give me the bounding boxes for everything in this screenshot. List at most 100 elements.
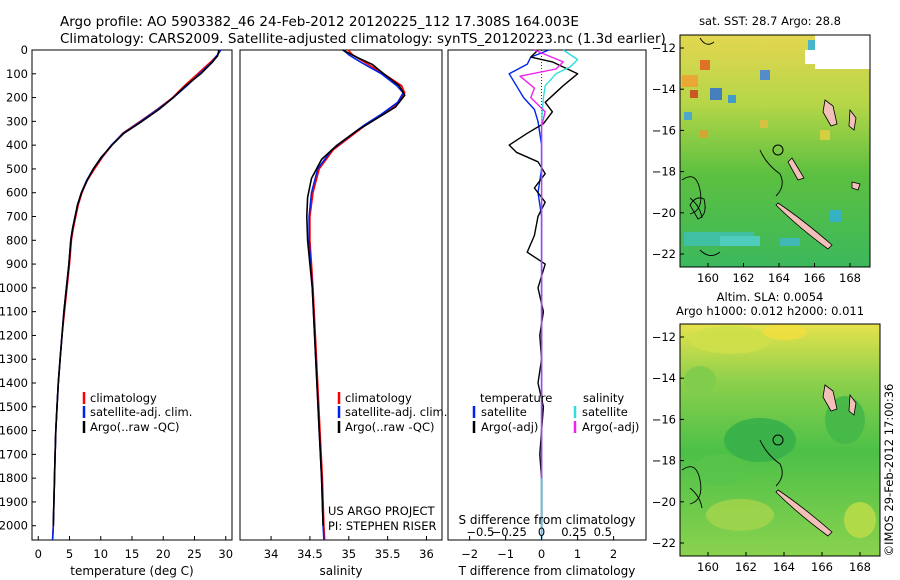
sla-map: Altim. SLA: 0.0054 Argo h1000: 0.012 h20… (652, 290, 881, 574)
depth-tick-label: 1300 (0, 352, 28, 366)
difference-panel-frame (447, 49, 647, 541)
legend-label-climatology: climatology (90, 391, 157, 405)
depth-tick-label: 1600 (0, 424, 28, 438)
figure-title-line1: Argo profile: AO 5903382_46 24-Feb-2012 … (60, 14, 579, 30)
map-lon-label: 164 (773, 560, 795, 574)
x-tick-label: 35 (341, 547, 356, 561)
series-line-salinity-satellite (540, 49, 579, 540)
sst-map: sat. SST: 28.7 Argo: 28.8 (652, 14, 871, 285)
map-lat-label: −20 (652, 495, 676, 509)
x-tick-label: 34 (264, 547, 279, 561)
depth-tick-label: 1200 (0, 328, 28, 342)
legend-label-s-argo: Argo(-adj) (582, 420, 639, 434)
difference-xlabel-top: S difference from climatology (459, 513, 636, 527)
depth-tick-label: 1800 (0, 471, 28, 485)
depth-tick-label: 1400 (0, 376, 28, 390)
sst-island-new-caledonia (775, 202, 833, 250)
map-lat-label: −20 (652, 206, 676, 220)
project-annotation-line2: PI: STEPHEN RISER (328, 519, 437, 533)
depth-tick-label: 1500 (0, 400, 28, 414)
map-lat-label: −18 (652, 165, 676, 179)
x-ticks: 0 5 10 15 20 25 30 34 34.5 35 35.5 36 −2 −1 0 1 2 −0.5−0.… (35, 525, 618, 561)
legend-title-temperature: temperature (480, 391, 552, 405)
sla-map-frame (679, 323, 881, 557)
map-lat-label: −14 (652, 371, 676, 385)
sla-argo-position-marker (772, 434, 784, 446)
map-lon-label: 168 (839, 271, 861, 285)
series-line-climatology (309, 49, 406, 541)
sla-map-title-line2: Argo h1000: 0.012 h2000: 0.011 (676, 304, 864, 318)
depth-tick-label: 1700 (0, 447, 28, 461)
legend-label-climatology: climatology (345, 391, 412, 405)
map-lat-label: −18 (652, 454, 676, 468)
figure-title-line2: Climatology: CARS2009. Satellite-adjuste… (60, 31, 666, 47)
map-lon-label: 168 (849, 560, 871, 574)
depth-tick-label: 100 (6, 67, 28, 81)
series-line-satellite-adj-clim- (51, 49, 222, 541)
temperature-series (51, 49, 222, 541)
series-line-salinity-argo-adj- (519, 49, 564, 479)
x-tick-label: 0 (35, 547, 42, 561)
x-tick-label: 5 (66, 547, 73, 561)
sla-map-title-line1: Altim. SLA: 0.0054 (717, 290, 824, 304)
sst-field (680, 35, 870, 267)
temperature-legend: climatology satellite-adj. clim. Argo(..… (82, 391, 192, 434)
series-line-argo-raw-qc- (52, 49, 220, 526)
difference-xlabel: T difference from climatology (458, 564, 636, 578)
map-lat-label: −16 (652, 123, 676, 137)
legend-label-argo: Argo(..raw -QC) (345, 420, 435, 434)
x-tick-label: 0 (538, 547, 545, 561)
depth-tick-label: 1100 (0, 305, 28, 319)
map-lat-label: −14 (652, 82, 676, 96)
sst-missing-data (815, 35, 870, 69)
depth-tick-label: 500 (6, 162, 28, 176)
imos-credit: ©IMOS 29-Feb-2012 17:00:36 (882, 384, 896, 557)
x-tick-label: 15 (125, 547, 140, 561)
series-line-argo-raw-qc- (306, 49, 406, 526)
temperature-xlabel: temperature (deg C) (70, 564, 193, 578)
temperature-panel-frame (31, 49, 233, 541)
map-lon-label: 162 (733, 271, 755, 285)
sla-island (848, 393, 857, 416)
x-tick-label: 36 (419, 547, 434, 561)
s-diff-tick-label: 0.5 (594, 525, 612, 539)
depth-tick-label: 1900 (0, 495, 28, 509)
series-line-climatology (51, 49, 221, 541)
salinity-panel-frame (239, 49, 443, 541)
sst-contour (681, 176, 703, 219)
depth-tick-label: 900 (6, 257, 28, 271)
depth-tick-label: 800 (6, 233, 28, 247)
difference-legend: temperature salinity satellite Argo(-adj… (472, 391, 639, 434)
sla-island-new-caledonia (775, 489, 833, 537)
x-tick-label: 2 (610, 547, 617, 561)
map-lon-label: 162 (735, 560, 757, 574)
s-diff-tick-label: 0.25 (561, 525, 587, 539)
sst-island (787, 157, 805, 181)
depth-tick-label: 600 (6, 186, 28, 200)
x-tick-label: −2 (461, 547, 478, 561)
map-lon-label: 160 (697, 560, 719, 574)
s-diff-tick-label: −0.5 (466, 525, 494, 539)
legend-label-s-satellite: satellite (582, 405, 628, 419)
salinity-xlabel: salinity (319, 564, 362, 578)
s-diff-tick-label: −0.25 (492, 525, 527, 539)
depth-tick-label: 2000 (0, 519, 28, 533)
map-lat-label: −22 (652, 536, 676, 550)
map-lon-label: 166 (804, 271, 826, 285)
depth-tick-label: 0 (21, 43, 28, 57)
depth-tick-label: 400 (6, 138, 28, 152)
legend-label-t-argo: Argo(-adj) (481, 420, 538, 434)
difference-series (508, 49, 579, 540)
map-lat-label: −12 (652, 41, 676, 55)
sst-island (848, 108, 857, 131)
map-lat-label: −16 (652, 412, 676, 426)
map-lat-label: −22 (652, 247, 676, 261)
sst-argo-position-marker (772, 144, 784, 156)
map-lat-label: −12 (652, 330, 676, 344)
depth-tick-label: 200 (6, 91, 28, 105)
x-tick-label: −1 (497, 547, 514, 561)
map-lon-label: 164 (768, 271, 790, 285)
legend-title-salinity: salinity (583, 391, 624, 405)
legend-label-satellite: satellite-adj. clim. (90, 405, 192, 419)
